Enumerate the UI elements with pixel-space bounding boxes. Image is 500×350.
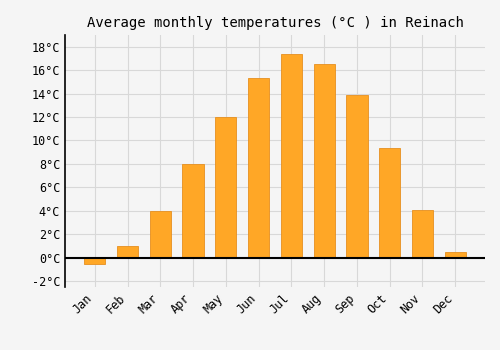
- Bar: [412, 210, 433, 258]
- Bar: [444, 252, 466, 258]
- Bar: [182, 164, 204, 258]
- Bar: [215, 117, 236, 258]
- Bar: [280, 54, 302, 258]
- Bar: [117, 246, 138, 258]
- Title: Average monthly temperatures (°C ) in Reinach: Average monthly temperatures (°C ) in Re…: [86, 16, 464, 30]
- Bar: [314, 64, 335, 258]
- Bar: [346, 95, 368, 258]
- Bar: [379, 147, 400, 258]
- Bar: [248, 78, 270, 258]
- Bar: [84, 258, 106, 264]
- Bar: [150, 211, 171, 258]
